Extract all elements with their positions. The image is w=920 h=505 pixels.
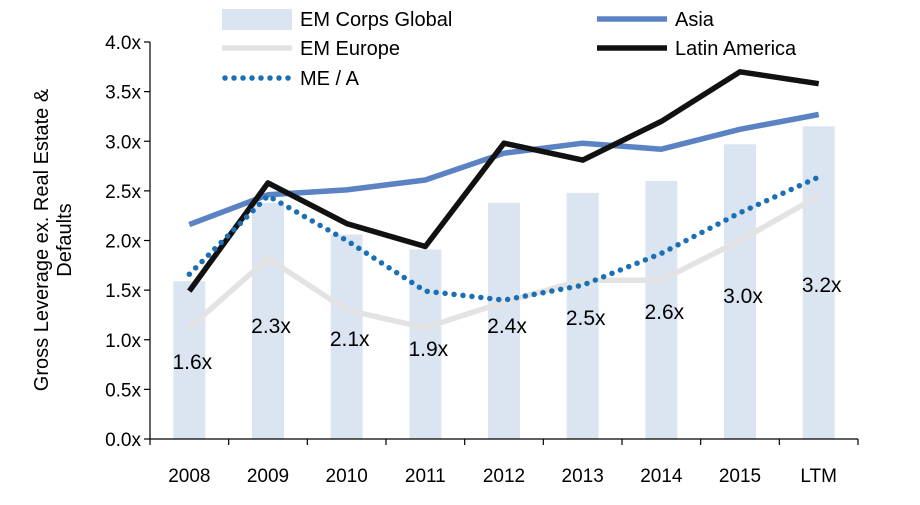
bar-2011 <box>409 249 442 439</box>
y-axis-label-line-1: Gross Leverage ex. Real Estate & <box>31 88 53 391</box>
legend-label-me-a: ME / A <box>300 68 360 90</box>
bar-data-label-2013: 2.5x <box>566 307 606 330</box>
lines-layer <box>186 69 822 331</box>
series-line-em-europe <box>187 193 821 331</box>
x-tick-label: 2011 <box>405 466 446 487</box>
legend-label-em-europe: EM Europe <box>300 38 400 60</box>
legend-label-em-corps-global: EM Corps Global <box>300 9 452 31</box>
y-tick-label: 2.0x <box>105 232 141 253</box>
bar-LTM <box>802 126 835 440</box>
series-line-asia <box>188 111 820 228</box>
x-tick-label: LTM <box>800 466 837 487</box>
bar-2015 <box>724 144 756 440</box>
series-line-me-a <box>186 174 822 303</box>
legend: EM Corps Global Asia EM Europe Latin Americ… <box>222 9 797 90</box>
bar-2012 <box>488 202 520 439</box>
bar-2014 <box>645 180 678 439</box>
x-tick-label: 2015 <box>719 466 761 487</box>
x-tick-label: 2014 <box>640 466 683 487</box>
bar-data-label-2015: 3.0x <box>723 285 763 308</box>
y-tick-label: 0.0x <box>105 430 141 451</box>
x-tick-label: 2009 <box>247 466 289 487</box>
bar-data-label-LTM: 3.2x <box>802 274 842 297</box>
bar-2010 <box>330 234 363 439</box>
y-tick-label: 4.0x <box>105 33 141 54</box>
series-line-latin-america <box>187 69 820 293</box>
y-tick-label: 1.5x <box>105 281 141 302</box>
bar-2013 <box>566 192 599 439</box>
bar-data-label-2011: 1.9x <box>408 338 448 361</box>
bar-labels-layer: 1.6x 2.3x 2.1x 1.9x 2.4x 2.5x 2.6x 3.0x 3.2x <box>172 274 842 374</box>
legend-swatch-em-corps-global <box>222 9 292 30</box>
y-axis-label-line-2: Defaults <box>54 203 76 276</box>
y-tick-label: 1.0x <box>105 331 141 352</box>
y-tick-label: 3.0x <box>105 132 141 153</box>
bar-data-label-2010: 2.1x <box>330 328 370 351</box>
x-tick-label: 2008 <box>168 466 210 487</box>
axes-layer: 0.0x 0.5x 1.0x 1.5x 2.0x 2.5x 3.0x 3.5x 4.0x 2008… <box>105 33 859 487</box>
bar-data-label-2008: 1.6x <box>172 351 212 374</box>
bar-2009 <box>252 202 284 439</box>
bar-2008 <box>173 281 206 439</box>
legend-label-latin-america: Latin America <box>675 38 797 60</box>
x-tick-label: 2013 <box>562 466 604 487</box>
bar-data-label-2009: 2.3x <box>251 315 291 338</box>
y-tick-label: 3.5x <box>105 83 141 104</box>
bars-layer <box>173 126 835 440</box>
legend-label-asia: Asia <box>675 9 715 31</box>
x-tick-label: 2012 <box>483 466 525 487</box>
x-tick-label: 2010 <box>326 466 368 487</box>
bar-data-label-2014: 2.6x <box>644 301 684 324</box>
bar-data-label-2012: 2.4x <box>487 315 527 338</box>
y-tick-label: 0.5x <box>105 380 141 401</box>
y-tick-label: 2.5x <box>105 182 141 203</box>
